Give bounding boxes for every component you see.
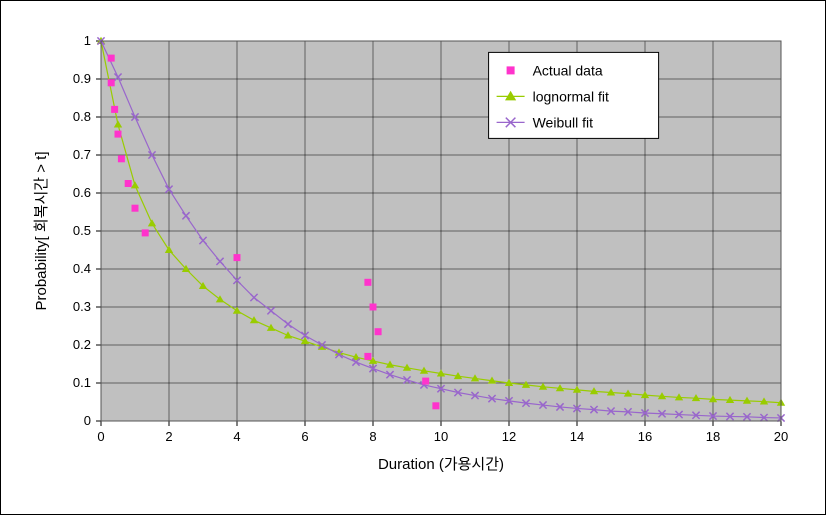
svg-text:1: 1 xyxy=(84,33,91,48)
svg-text:8: 8 xyxy=(369,429,376,444)
svg-text:20: 20 xyxy=(774,429,788,444)
svg-text:12: 12 xyxy=(502,429,516,444)
svg-text:0.8: 0.8 xyxy=(73,109,91,124)
legend-label: Weibull fit xyxy=(533,114,594,130)
x-axis-label: Duration (가용시간) xyxy=(378,456,504,473)
svg-text:14: 14 xyxy=(570,429,584,444)
svg-text:0.5: 0.5 xyxy=(73,223,91,238)
svg-text:18: 18 xyxy=(706,429,720,444)
svg-text:4: 4 xyxy=(233,429,240,444)
svg-text:0: 0 xyxy=(84,413,91,428)
chart-container: 0 2 4 6 8 10 12 14 16 18 20 0 0.1 0.2 0.3 0.4 0.5 0.6 0.7 0… xyxy=(0,0,826,515)
svg-text:0.2: 0.2 xyxy=(73,337,91,352)
svg-text:0: 0 xyxy=(97,429,104,444)
svg-text:0.1: 0.1 xyxy=(73,375,91,390)
svg-text:0.6: 0.6 xyxy=(73,185,91,200)
legend-label: lognormal fit xyxy=(533,88,609,104)
svg-text:6: 6 xyxy=(301,429,308,444)
svg-text:2: 2 xyxy=(165,429,172,444)
svg-text:0.4: 0.4 xyxy=(73,261,91,276)
svg-text:10: 10 xyxy=(434,429,448,444)
svg-text:16: 16 xyxy=(638,429,652,444)
y-axis-label: Probability[ 회복시간 > t] xyxy=(33,152,50,311)
svg-text:0.3: 0.3 xyxy=(73,299,91,314)
legend: Actual data lognormal fit Weibull fit xyxy=(489,52,659,138)
svg-text:0.7: 0.7 xyxy=(73,147,91,162)
legend-label: Actual data xyxy=(533,62,603,78)
probability-chart: 0 2 4 6 8 10 12 14 16 18 20 0 0.1 0.2 0.3 0.4 0.5 0.6 0.7 0… xyxy=(1,1,826,516)
svg-text:0.9: 0.9 xyxy=(73,71,91,86)
